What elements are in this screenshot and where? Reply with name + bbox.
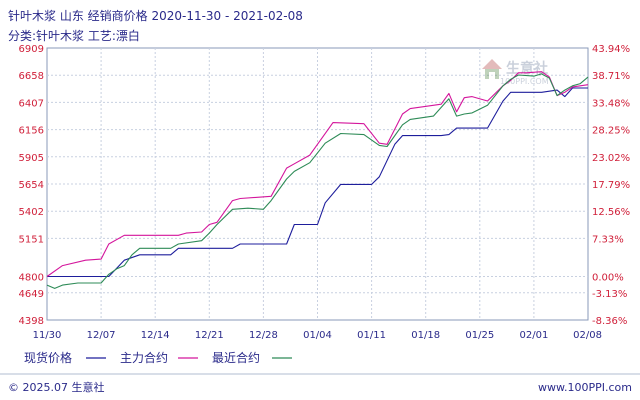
y-axis-left: 6909 6658 6407 6156 5905 5654 5402 5151 4800 4649… [19, 44, 44, 327]
y-tick-label-right: 17.79% [592, 180, 630, 191]
y-tick-label-left: 6156 [19, 126, 44, 137]
legend-label-spot: 现货价格 [24, 350, 72, 365]
y-tick-label-right: 7.33% [592, 234, 624, 245]
y-tick-label-left: 6407 [19, 98, 44, 109]
legend-label-main-contract: 主力合约 [120, 350, 168, 365]
x-tick-label: 01/18 [411, 330, 440, 341]
y-tick-label-left: 5654 [19, 180, 44, 191]
x-tick-label: 01/25 [465, 330, 494, 341]
plot-area: 生意社 100PPI.COM [46, 47, 589, 321]
y-tick-label-left: 4398 [19, 316, 44, 327]
y-tick-label-right: 0.00% [592, 272, 624, 283]
y-tick-label-right: 12.56% [592, 207, 630, 218]
footer-site-link[interactable]: www.100PPI.com [538, 381, 632, 394]
x-axis: 11/30 12/07 12/14 12/21 12/28 01/04 01/11 01/18… [33, 330, 602, 341]
x-tick-label: 12/21 [195, 330, 224, 341]
x-tick-label: 12/14 [141, 330, 170, 341]
y-tick-label-left: 5151 [19, 234, 44, 245]
footer-copyright: © 2025.07 生意社 [8, 380, 104, 394]
y-tick-label-right: 43.94% [592, 44, 630, 55]
house-logo-icon [482, 59, 502, 79]
series-line-spot-price [47, 87, 588, 278]
y-tick-label-left: 4649 [19, 289, 44, 300]
series-layer [46, 71, 589, 289]
y-axis-right: 43.94% 38.71% 33.48% 28.25% 23.02% 17.79% 12.5… [592, 44, 630, 327]
x-tick-label: 01/04 [303, 330, 332, 341]
y-tick-label-right: 33.48% [592, 98, 630, 109]
watermark-text: 生意社 [506, 60, 548, 77]
y-tick-label-right: 38.71% [592, 71, 630, 82]
legend-label-nearest-contract: 最近合约 [212, 350, 260, 365]
chart-title: 针叶木浆 山东 经销商价格 2020-11-30 - 2021-02-08 [8, 8, 303, 23]
chart-subtitle: 分类:针叶木浆 工艺:漂白 [8, 28, 140, 43]
x-tick-label: 12/28 [249, 330, 278, 341]
y-tick-label-right: 23.02% [592, 153, 630, 164]
watermark-url: 100PPI.COM [500, 77, 549, 86]
x-tick-label: 02/08 [573, 330, 602, 341]
y-tick-label-right: 28.25% [592, 126, 630, 137]
series-line-main-contract [46, 71, 589, 277]
y-tick-label-left: 4800 [19, 272, 44, 283]
x-tick-label: 01/11 [357, 330, 386, 341]
legend: 现货价格 主力合约 最近合约 [24, 350, 292, 365]
y-tick-label-left: 6909 [19, 44, 44, 55]
series-line-nearest-contract [46, 73, 589, 289]
y-tick-label-left: 5905 [19, 153, 44, 164]
y-tick-label-right: -3.13% [592, 289, 627, 300]
y-tick-label-right: -8.36% [592, 316, 627, 327]
y-tick-label-left: 6658 [19, 71, 44, 82]
x-tick-label: 12/07 [87, 330, 116, 341]
y-tick-label-left: 5402 [19, 207, 44, 218]
x-tick-label: 02/01 [519, 330, 548, 341]
watermark: 生意社 100PPI.COM [482, 59, 549, 86]
grid-lines [47, 48, 588, 320]
x-tick-label: 11/30 [33, 330, 62, 341]
